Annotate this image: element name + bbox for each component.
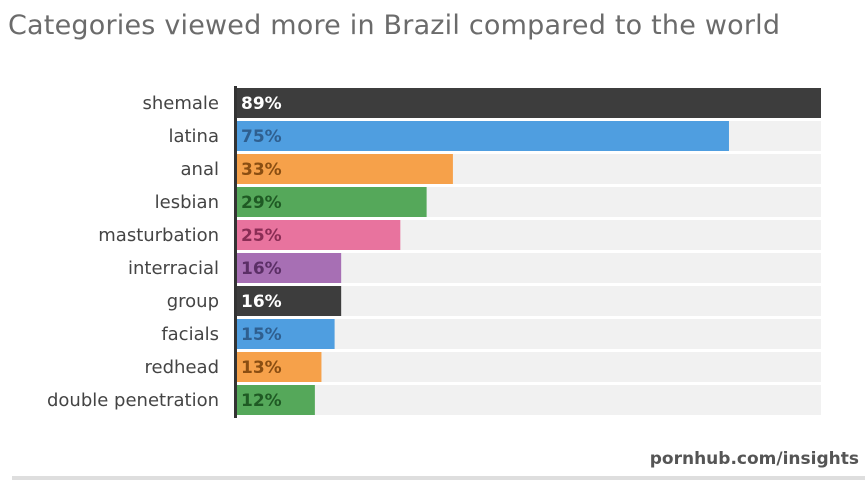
value-label-shemale: 89% xyxy=(241,94,282,114)
bar-track-redhead xyxy=(236,352,821,382)
category-label-lesbian: lesbian xyxy=(155,192,219,213)
bar-double-penetration xyxy=(236,385,315,415)
chart-title: Categories viewed more in Brazil compare… xyxy=(8,10,781,41)
bar-shemale xyxy=(236,88,821,118)
bar-anal xyxy=(236,154,453,184)
category-label-double-penetration: double penetration xyxy=(47,390,219,411)
y-axis-line xyxy=(234,86,237,418)
value-label-interracial: 16% xyxy=(241,259,282,279)
category-label-anal: anal xyxy=(181,159,219,180)
category-label-latina: latina xyxy=(168,126,219,147)
category-label-group: group xyxy=(167,291,219,312)
category-label-masturbation: masturbation xyxy=(98,225,219,246)
source-credit: pornhub.com/insights xyxy=(649,449,859,469)
value-label-masturbation: 25% xyxy=(241,226,282,246)
bar-latina xyxy=(236,121,729,151)
value-label-lesbian: 29% xyxy=(241,193,282,213)
bar-track-double-penetration xyxy=(236,385,821,415)
bar-interracial xyxy=(236,253,342,283)
value-label-double-penetration: 12% xyxy=(241,391,282,411)
category-label-shemale: shemale xyxy=(143,93,220,114)
bar-facials xyxy=(236,319,335,349)
value-label-anal: 33% xyxy=(241,160,282,180)
bar-lesbian xyxy=(236,187,427,217)
category-label-facials: facials xyxy=(161,324,219,345)
bar-redhead xyxy=(236,352,322,382)
value-label-group: 16% xyxy=(241,292,282,312)
value-label-facials: 15% xyxy=(241,325,282,345)
category-label-interracial: interracial xyxy=(128,258,219,279)
value-label-redhead: 13% xyxy=(241,358,282,378)
value-label-latina: 75% xyxy=(241,127,282,147)
bar-masturbation xyxy=(236,220,401,250)
bar-chart: shemale 89% latina 75% anal 33% lesbian 29% mast… xyxy=(47,86,821,418)
bar-group xyxy=(236,286,342,316)
category-label-redhead: redhead xyxy=(145,357,219,378)
bottom-divider xyxy=(12,476,865,480)
